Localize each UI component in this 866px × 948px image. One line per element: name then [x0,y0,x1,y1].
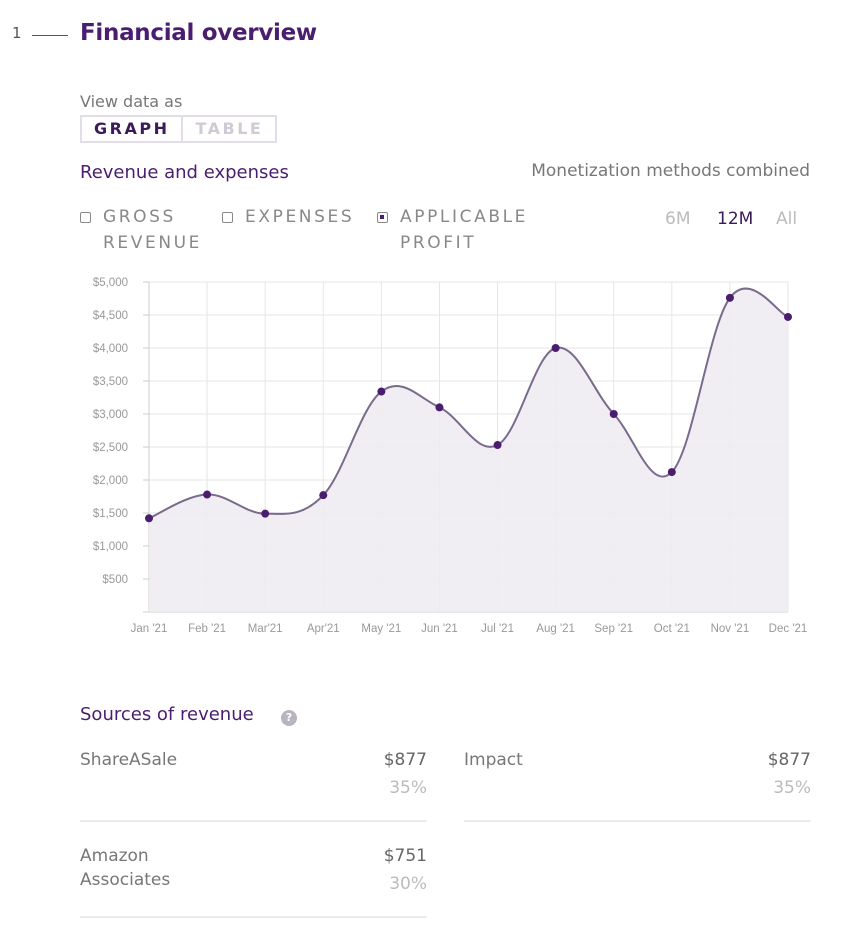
y-tick-label: $2,500 [93,442,128,454]
range-12m[interactable]: 12M [717,209,754,229]
y-tick-label: $3,500 [93,376,128,388]
source-name: Amazon Associates [80,846,171,890]
data-point [493,441,502,450]
sources-title: Sources of revenue [80,704,254,725]
y-tick-label: $500 [102,574,128,586]
data-point [145,514,153,523]
profit-area-chart: $500 $1,000 $1,500 $2,000 $2,500 $3,000 $3,500… [93,277,808,635]
y-tick-label: $5,000 [93,277,128,289]
table-toggle-button[interactable]: TABLE [195,119,264,138]
legend-label: EXPENSES [245,207,355,227]
data-point [551,344,560,352]
checkbox-checked-icon [377,212,388,223]
x-tick-label: Dec '21 [769,623,808,635]
y-tick-label: $4,000 [93,343,128,355]
range-6m[interactable]: 6M [665,209,691,229]
data-point [667,468,676,477]
y-tick-label: $4,500 [93,310,128,322]
source-amount: $877 [767,750,811,770]
x-tick-label: Apr'21 [307,623,340,635]
chart-meta: Monetization methods combined [531,161,810,181]
view-toggle: GRAPH TABLE [80,115,278,143]
source-name: ShareASale [80,750,178,770]
source-item-shareasale: ShareASale $877 35% [80,748,427,822]
source-percent: 30% [389,874,427,894]
data-point [435,403,444,412]
data-point [261,509,270,518]
x-tick-label: Jan '21 [131,623,168,635]
data-point [377,387,386,396]
y-tick-label: $3,000 [93,409,128,421]
checkbox-icon [80,212,91,223]
help-icon[interactable]: ? [281,710,297,726]
data-point [725,293,734,302]
legend-gross-revenue[interactable]: GROSS REVENUE [80,207,213,256]
x-tick-label: May '21 [361,623,401,635]
range-all[interactable]: All [776,209,798,229]
legend-expenses[interactable]: EXPENSES [222,207,375,230]
area-fill [149,288,788,612]
legend-label: APPLICABLE PROFIT [400,207,528,253]
source-amount: $751 [383,846,427,866]
x-tick-label: Feb '21 [188,623,226,635]
legend-applicable-profit[interactable]: APPLICABLE PROFIT [377,207,550,256]
y-tick-label: $1,000 [93,541,128,553]
x-tick-label: Mar'21 [248,623,283,635]
graph-toggle-button[interactable]: GRAPH [82,117,184,141]
x-tick-label: Jun '21 [421,623,458,635]
chart-title: Revenue and expenses [80,162,289,183]
legend-label: GROSS REVENUE [103,207,203,253]
x-tick-label: Sep '21 [594,623,633,635]
source-name: Impact [464,750,523,770]
x-tick-label: Oct '21 [654,623,690,635]
x-tick-label: Jul '21 [481,623,514,635]
source-item-impact: Impact $877 35% [464,748,811,822]
x-tick-label: Aug '21 [536,623,575,635]
checkbox-icon [222,212,233,223]
source-amount: $877 [383,750,427,770]
data-point [784,312,792,321]
page-title: Financial overview [80,20,317,46]
source-percent: 35% [389,778,427,798]
data-point [609,410,618,418]
y-tick-label: $1,500 [93,508,128,520]
view-label: View data as [80,92,183,111]
section-divider [32,35,68,36]
source-item-amazon-associates: Amazon Associates $751 30% [80,844,427,918]
x-tick-label: Nov '21 [711,623,750,635]
data-point [319,491,328,500]
source-percent: 35% [773,778,811,798]
y-tick-label: $2,000 [93,475,128,487]
section-number: 1 [12,24,22,42]
data-point [203,490,212,499]
